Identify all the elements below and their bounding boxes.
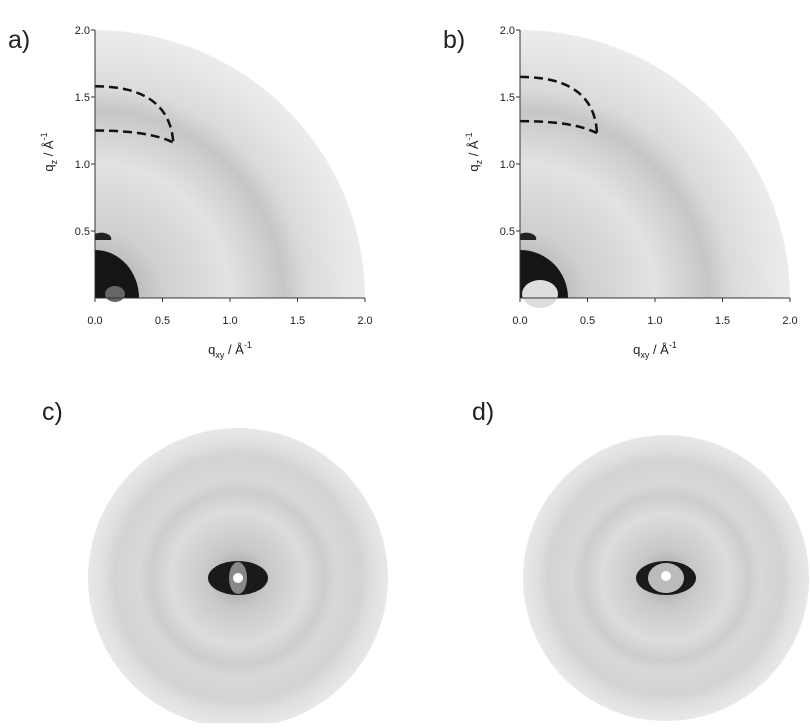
symbol: q: [633, 342, 640, 357]
axis-label: qxy / Å-1: [633, 340, 677, 360]
y-tick-label: 0.5: [75, 226, 90, 238]
y-tick-label: 2.0: [75, 25, 90, 37]
superscript: -1: [464, 132, 474, 140]
x-tick-label: 0.5: [155, 315, 170, 327]
unit: / Å: [649, 342, 669, 357]
x-tick-label: 0.0: [512, 315, 527, 327]
symbol: q: [41, 164, 56, 171]
x-tick-label: 2.0: [782, 315, 797, 327]
x-tick-label: 1.5: [715, 315, 730, 327]
scattering-image: [95, 30, 365, 298]
x-tick-label: 0.5: [580, 315, 595, 327]
unit: / Å: [466, 140, 481, 160]
superscript: -1: [244, 340, 252, 350]
panel-label: a): [8, 26, 30, 54]
y-tick-label: 2.0: [500, 25, 515, 37]
figure: a) 0.0 0.5 1.0 1.5 2.0 0.5 1.0 1.5 2.0 qxy / Å-1 qz…: [0, 0, 810, 723]
x-tick-label: 1.5: [290, 315, 305, 327]
symbol: q: [466, 164, 481, 171]
beam-center: [522, 280, 558, 308]
x-tick-label: 0.0: [87, 315, 102, 327]
y-tick-label: 1.5: [500, 92, 515, 104]
x-tick-label: 2.0: [357, 315, 372, 327]
superscript: -1: [39, 132, 49, 140]
y-tick-label: 0.5: [500, 226, 515, 238]
y-tick-label: 1.5: [75, 92, 90, 104]
unit: / Å: [41, 140, 56, 160]
beam-center: [661, 571, 671, 581]
panel-label: b): [443, 26, 465, 54]
symbol: q: [208, 342, 215, 357]
scattering-image: [520, 30, 790, 298]
unit: / Å: [224, 342, 244, 357]
y-tick-label: 1.0: [500, 159, 515, 171]
y-tick-label: 1.0: [75, 159, 90, 171]
superscript: -1: [669, 340, 677, 350]
x-tick-label: 1.0: [647, 315, 662, 327]
axis-label: qz / Å-1: [464, 132, 484, 171]
beam-center: [105, 286, 125, 302]
panel-label: d): [472, 398, 494, 426]
x-tick-label: 1.0: [222, 315, 237, 327]
axis-label: qz / Å-1: [39, 132, 59, 171]
beam-center: [233, 573, 243, 583]
panel-label: c): [42, 398, 63, 426]
axis-label: qxy / Å-1: [208, 340, 252, 360]
